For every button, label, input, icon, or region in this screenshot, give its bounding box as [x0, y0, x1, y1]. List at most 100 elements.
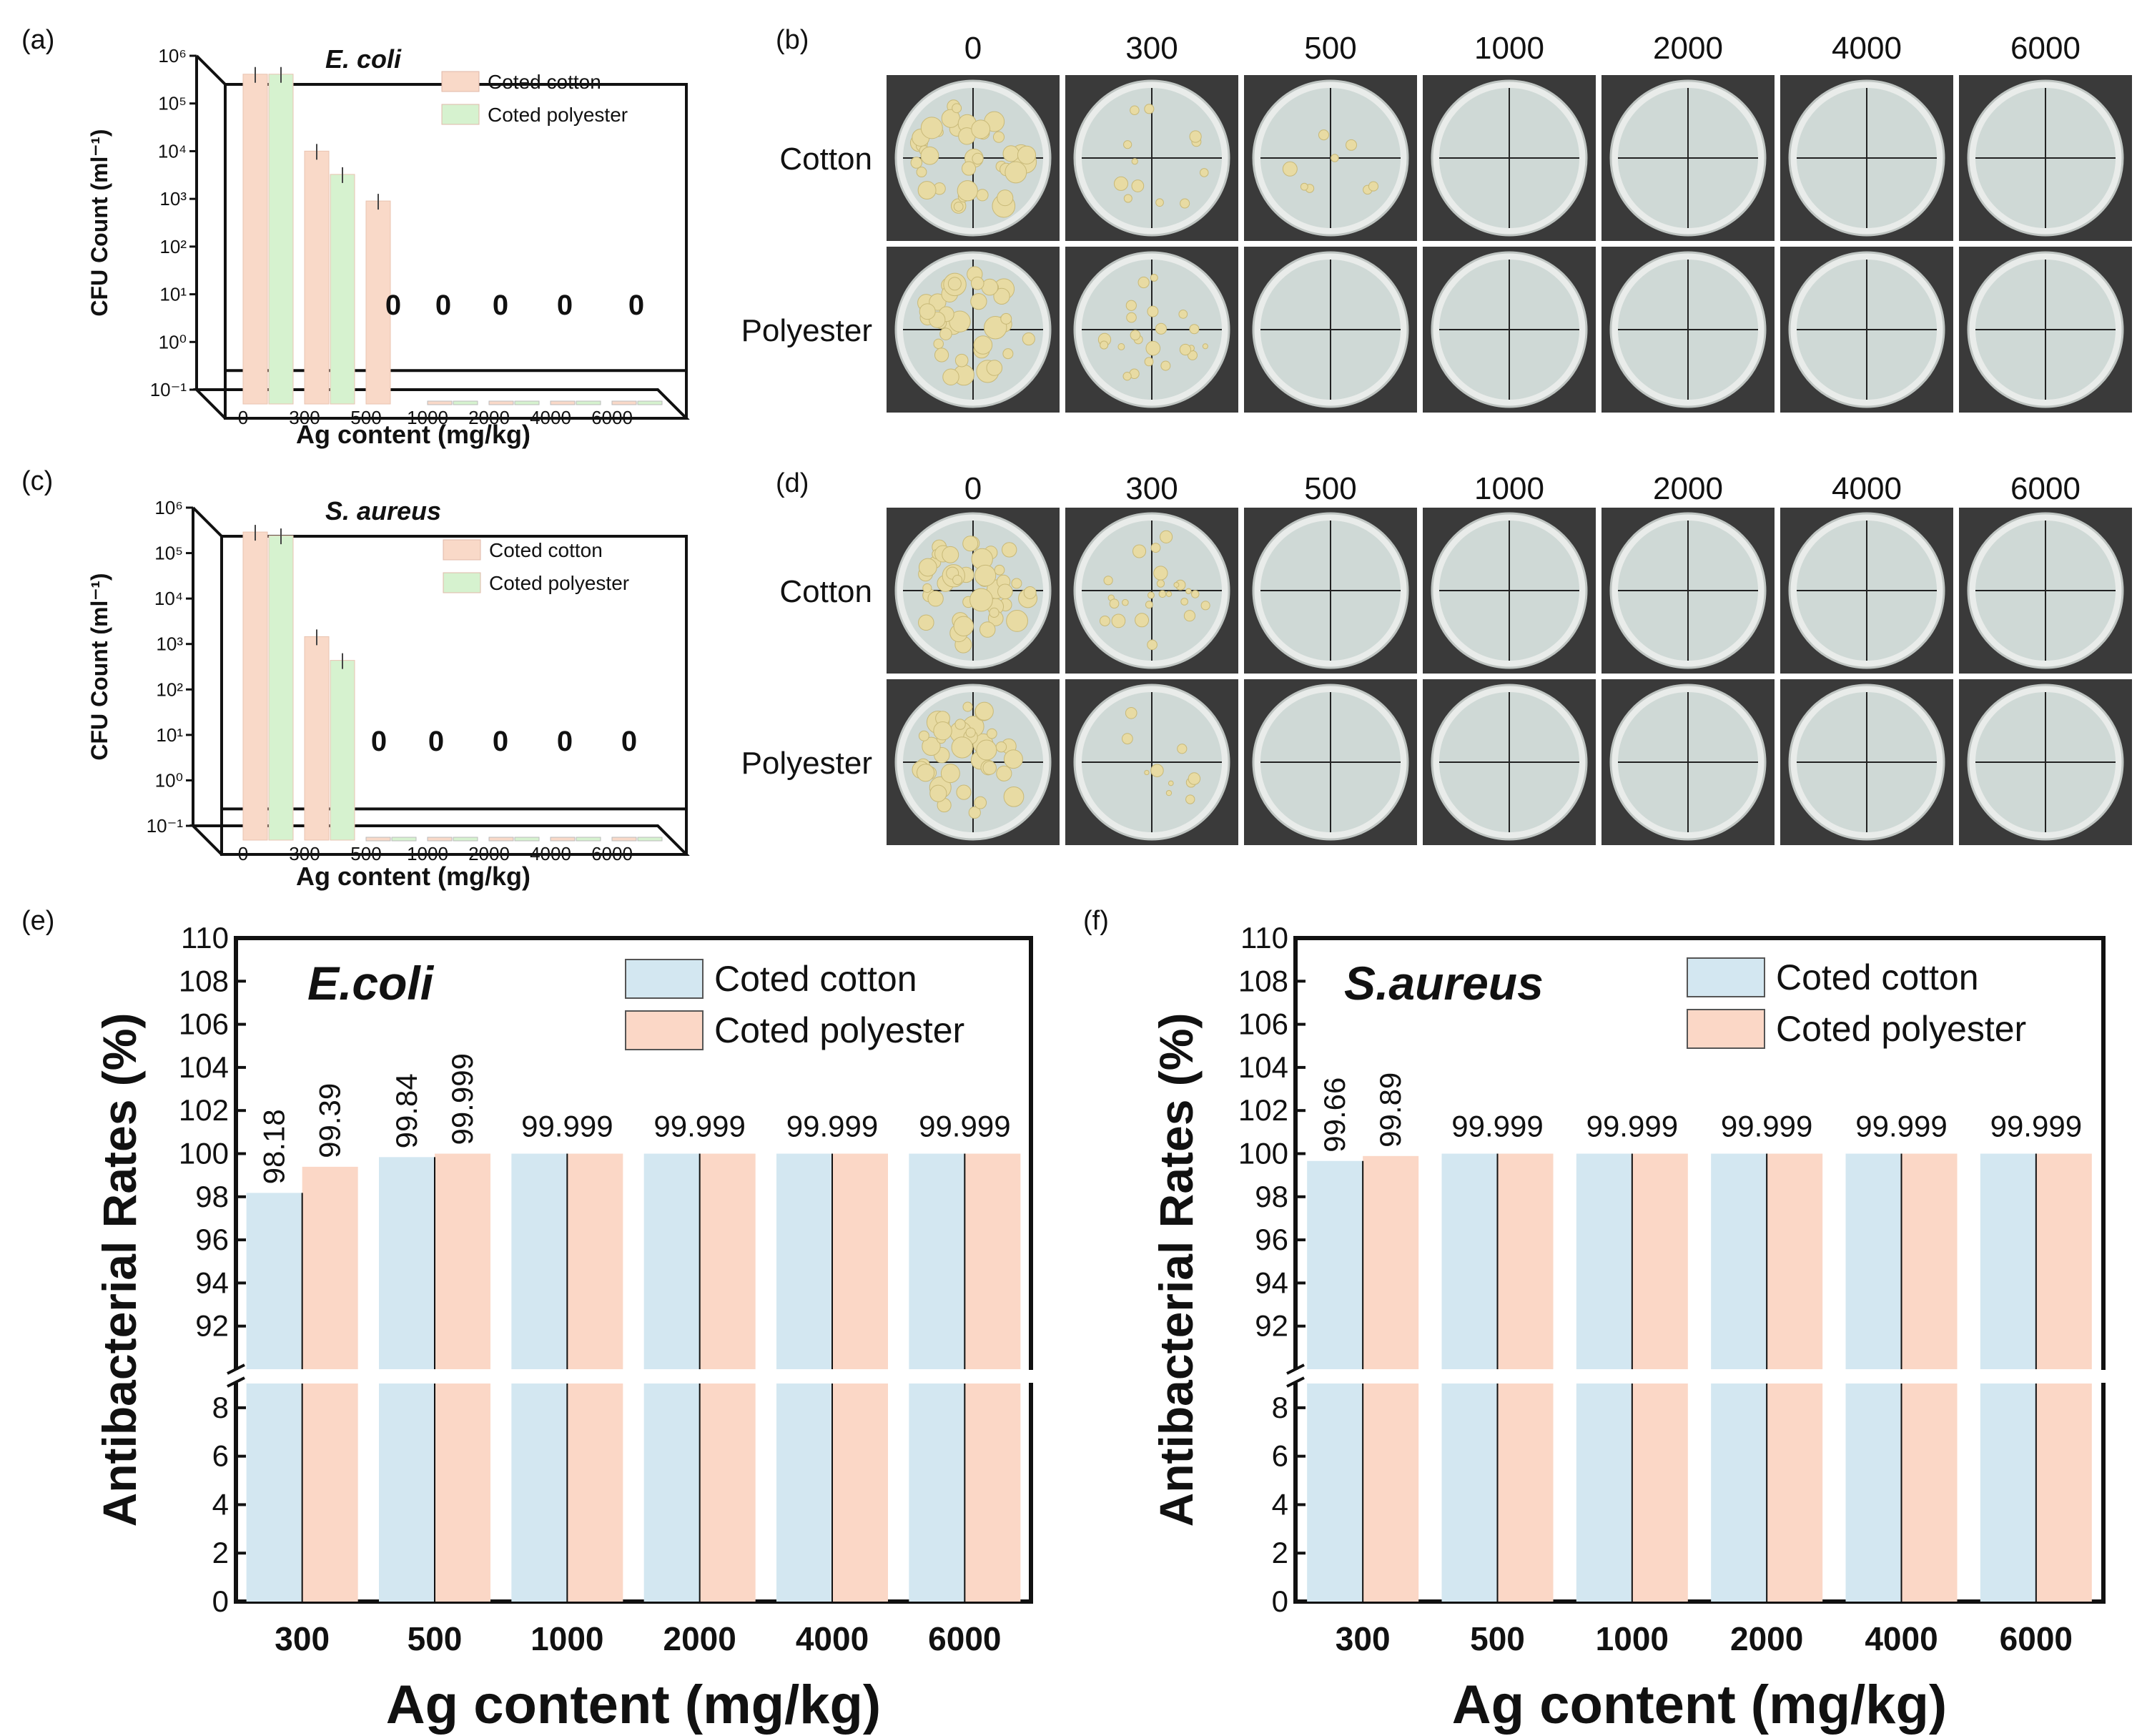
bar: [435, 1153, 490, 1369]
bar: [567, 1153, 623, 1369]
bar-lower: [1441, 1384, 1498, 1602]
column-label: 1000: [1474, 471, 1544, 506]
x-tick-label: 300: [1336, 1620, 1391, 1657]
y-tick-label: 2: [212, 1536, 229, 1569]
x-tick-label: 6000: [928, 1620, 1001, 1657]
colony: [934, 347, 949, 363]
x-tick-label: 300: [289, 407, 320, 428]
value-label: 99.999: [1855, 1110, 1947, 1143]
x-axis-title: Ag content (mg/kg): [386, 1675, 881, 1735]
bar: [699, 1153, 756, 1369]
zero-label: 0: [371, 726, 387, 757]
y-tick-label: 8: [212, 1391, 229, 1424]
colony: [910, 157, 923, 169]
colony: [981, 278, 999, 296]
x-tick-label: 6000: [2000, 1620, 2073, 1657]
bar-lower: [909, 1384, 965, 1602]
bar-lower: [1363, 1384, 1419, 1602]
colony: [1002, 542, 1017, 558]
legend-swatch: [441, 104, 480, 125]
panel-d-saureus-dish-photos: (d) 0 300 500 1000 2000 4000 6000 Cotton Polyeste…: [741, 468, 2132, 845]
panel-c-saureus-cfu-chart: (c) 10⁻¹ 10⁰ 10¹ 10² 10³ 10⁴ 10⁵ 10⁶ CFU Count (m…: [21, 466, 690, 891]
colony: [1006, 609, 1028, 632]
bar-lower: [511, 1384, 568, 1602]
colony: [962, 701, 973, 712]
colony: [942, 546, 959, 563]
bar: [427, 400, 453, 405]
chart-title: E.coli: [307, 957, 435, 1010]
y-tick-label: 98: [195, 1180, 229, 1213]
x-tick-label: 2000: [663, 1620, 736, 1657]
colony: [1150, 543, 1161, 553]
bar: [304, 636, 330, 841]
x-tick-label: 0: [238, 407, 248, 428]
y-tick-label: 10⁴: [158, 140, 187, 162]
colony: [1318, 129, 1330, 141]
value-label: 99.999: [653, 1110, 745, 1143]
colony: [1145, 601, 1153, 609]
colony: [1183, 610, 1196, 622]
bar-lower: [643, 1384, 700, 1602]
bar-lower: [1497, 1384, 1554, 1602]
bar-lower: [699, 1384, 756, 1602]
plot-frame: [234, 936, 1033, 1604]
y-tick-label: 4: [212, 1487, 229, 1521]
bar-lower: [1632, 1384, 1688, 1602]
colony: [1022, 332, 1035, 346]
colony: [976, 739, 997, 761]
panel-b-ecoli-dish-photos: (b) 0 300 500 1000 2000 4000 6000 Cotton Polyeste…: [741, 25, 2132, 413]
x-tick-label: 1000: [407, 843, 448, 864]
colony: [1300, 182, 1308, 191]
colony: [1346, 139, 1357, 151]
colony: [920, 146, 939, 165]
colony: [1200, 601, 1210, 611]
colony: [996, 765, 1012, 781]
colony: [1165, 789, 1173, 797]
colony: [929, 784, 947, 802]
bar: [268, 74, 294, 405]
chart-title: E. coli: [325, 44, 402, 74]
y-tick-label: 10⁴: [154, 588, 183, 609]
y-tick-label: 0: [1272, 1584, 1288, 1618]
colony: [1125, 300, 1137, 311]
floor: [189, 824, 690, 856]
colony: [1099, 615, 1110, 626]
colony: [954, 719, 966, 730]
colony: [1179, 343, 1192, 356]
colony: [974, 564, 997, 587]
colony: [933, 338, 944, 350]
legend-swatch: [443, 572, 481, 593]
zero-label: 0: [385, 290, 401, 321]
column-label: 6000: [2010, 471, 2081, 506]
colony: [971, 119, 991, 139]
x-tick-label: 4000: [530, 843, 571, 864]
y-tick-label: 10⁶: [154, 497, 183, 518]
colony: [916, 167, 927, 178]
legend-label: Coted cotton: [488, 71, 601, 93]
colony: [954, 353, 969, 368]
bar: [304, 150, 330, 405]
colony: [986, 360, 1003, 376]
colony: [961, 161, 977, 176]
bar: [576, 837, 601, 842]
y-tick-label: 102: [1238, 1093, 1288, 1127]
bar-lower: [302, 1384, 358, 1602]
bar: [1980, 1153, 2036, 1369]
legend-label: Coted cotton: [1776, 957, 1979, 997]
bar: [246, 1193, 302, 1369]
column-label: 2000: [1653, 471, 1723, 506]
colony: [1188, 772, 1201, 785]
legend-swatch: [441, 71, 480, 92]
legend-label: Coted polyester: [488, 104, 628, 126]
column-label: 0: [964, 31, 982, 66]
x-tick-label: 4000: [796, 1620, 869, 1657]
y-tick-label: 108: [179, 964, 229, 997]
x-axis-title: Ag content (mg/kg): [296, 862, 530, 891]
bar: [1363, 1155, 1419, 1369]
row-label: Cotton: [779, 574, 872, 609]
colony: [1165, 591, 1173, 598]
colony: [987, 728, 997, 739]
zero-label: 0: [557, 290, 573, 321]
y-axis-title: Antibacterial Rates (%): [1150, 1013, 1203, 1527]
zero-label: 0: [493, 290, 508, 321]
